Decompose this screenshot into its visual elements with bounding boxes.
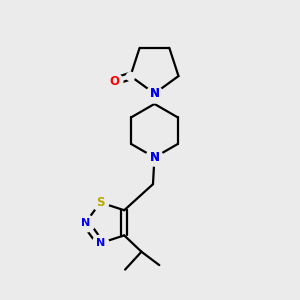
Text: N: N [149,87,160,100]
Text: N: N [149,151,160,164]
Text: N: N [81,218,90,228]
Text: N: N [96,238,105,248]
Text: O: O [109,75,119,88]
Text: S: S [96,196,104,209]
Text: N: N [149,87,160,100]
Text: N: N [149,151,160,164]
